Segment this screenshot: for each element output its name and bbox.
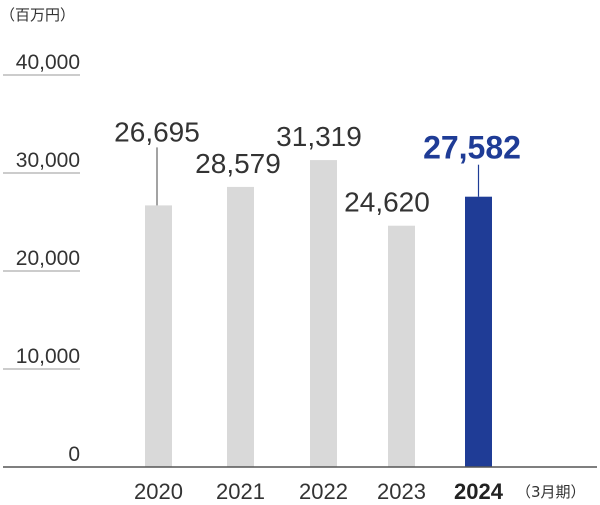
y-tick-label: 20,000 — [16, 247, 80, 270]
bar-2022 — [310, 160, 337, 468]
y-axis-ticks: 0 10,000 20,000 30,000 40,000 — [16, 51, 80, 466]
category-label: 2023 — [377, 479, 426, 504]
x-axis-categories: 2020 2021 2022 2023 2024 — [134, 479, 504, 504]
category-label: 2022 — [299, 479, 348, 504]
value-label: 27,582 — [423, 130, 521, 166]
y-tick-label: 10,000 — [16, 345, 80, 368]
bar-2020 — [145, 205, 172, 468]
y-tick-label: 40,000 — [16, 51, 80, 74]
value-label: 28,579 — [195, 148, 281, 179]
bar-2024 — [465, 196, 492, 467]
y-tick-label: 30,000 — [16, 149, 80, 172]
category-label: 2024 — [454, 479, 504, 504]
bar-2021 — [227, 186, 254, 468]
bars — [145, 160, 492, 468]
value-label: 31,319 — [276, 121, 362, 152]
value-label: 24,620 — [344, 187, 430, 218]
y-axis-unit-label: （百万円） — [0, 6, 75, 24]
value-label: 26,695 — [114, 116, 200, 147]
y-gridlines — [3, 74, 80, 370]
category-label: 2020 — [134, 479, 183, 504]
value-leader-lines — [156, 147, 480, 206]
y-tick-label: 0 — [68, 443, 80, 466]
x-axis-period-label: （3月期） — [516, 483, 586, 501]
category-label: 2021 — [216, 479, 265, 504]
bar-2023 — [388, 225, 415, 467]
